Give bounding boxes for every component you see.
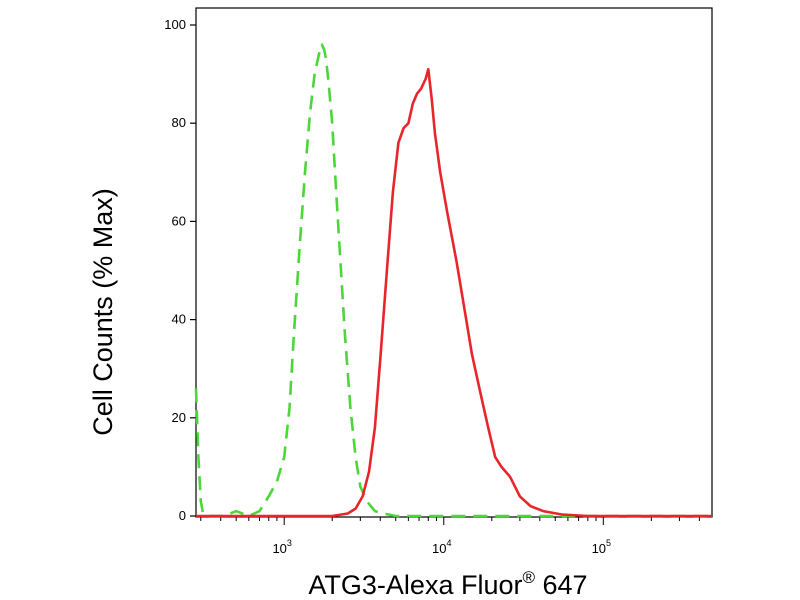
plot-frame	[195, 7, 713, 518]
x-tick-label-exponent: 5	[606, 538, 611, 548]
y-tick-label: 20	[172, 410, 186, 425]
x-axis-title-main: ATG3-Alexa Fluor	[308, 570, 522, 600]
x-tick-label-base: 10	[272, 541, 286, 556]
y-axis-ticks: 0 20 40 60 80 100	[164, 17, 196, 523]
x-axis-title: ATG3-Alexa Fluor® 647	[308, 568, 587, 600]
y-tick-label: 0	[179, 508, 186, 523]
y-tick-label: 100	[164, 17, 186, 32]
plot-area	[195, 7, 713, 518]
y-tick-label: 60	[172, 213, 186, 228]
x-axis-title-registered-mark: ®	[522, 568, 535, 587]
y-axis-title: Cell Counts (% Max)	[88, 188, 118, 436]
y-tick-label: 80	[172, 115, 186, 130]
x-axis-title-suffix: 647	[535, 570, 588, 600]
x-tick-label-exponent: 4	[446, 538, 451, 548]
x-tick-label-base: 10	[432, 541, 446, 556]
x-tick-label-exponent: 3	[287, 538, 292, 548]
y-tick-label: 40	[172, 312, 186, 327]
x-tick-label: 104	[432, 538, 451, 556]
x-axis-ticks: 103 104 105	[200, 517, 700, 556]
x-tick-label: 103	[272, 538, 291, 556]
sample-series-line	[196, 67, 712, 518]
series-layer	[194, 43, 712, 518]
x-tick-label: 105	[592, 538, 611, 556]
x-tick-label-base: 10	[592, 541, 606, 556]
control-series-line	[194, 43, 712, 518]
